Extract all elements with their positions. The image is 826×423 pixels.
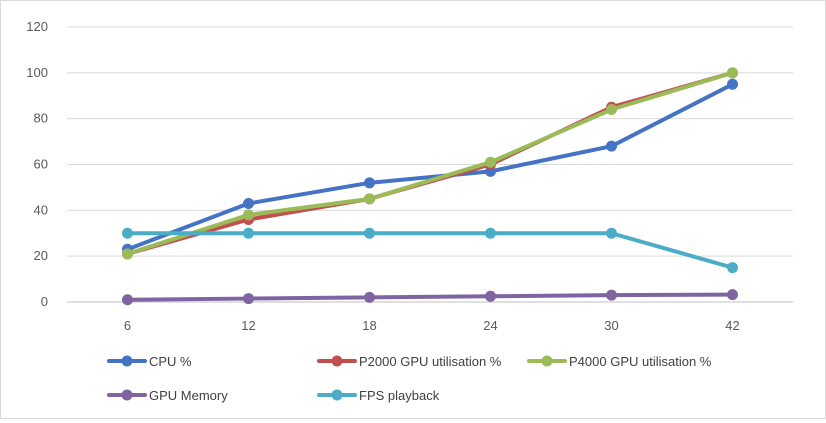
data-point: [606, 227, 617, 239]
series-line: [125, 70, 735, 256]
grid-lines: [67, 26, 793, 303]
series-4: [122, 227, 738, 274]
series-line: [125, 292, 735, 302]
series-group: [122, 67, 738, 306]
data-point: [364, 291, 375, 303]
legend-item: FPS playback: [317, 388, 440, 403]
data-point: [606, 289, 617, 301]
x-tick-label: 18: [362, 318, 376, 333]
data-point: [606, 140, 617, 152]
legend-swatch-marker: [331, 389, 343, 401]
data-point: [122, 227, 133, 239]
data-point: [243, 227, 254, 239]
x-tick-label: 42: [725, 318, 739, 333]
x-tick-label: 6: [124, 318, 131, 333]
legend-label: P4000 GPU utilisation %: [569, 354, 712, 369]
legend: CPU % P2000 GPU utilisation % P4000 GPU ut…: [107, 354, 712, 403]
data-point: [122, 248, 133, 260]
x-tick-label: 24: [483, 318, 497, 333]
legend-swatch-marker: [121, 355, 133, 367]
series-3: [122, 289, 738, 306]
legend-label: FPS playback: [359, 388, 440, 403]
data-point: [485, 156, 496, 168]
y-tick-label: 100: [26, 65, 48, 80]
data-point: [243, 293, 254, 305]
series-line: [125, 82, 735, 252]
data-point: [727, 289, 738, 301]
legend-swatch-marker: [541, 355, 553, 367]
data-point: [727, 262, 738, 274]
data-point: [364, 227, 375, 239]
x-tick-label: 30: [604, 318, 618, 333]
data-point: [727, 67, 738, 79]
data-point: [364, 193, 375, 205]
data-point: [364, 177, 375, 189]
legend-label: CPU %: [149, 354, 192, 369]
legend-label: P2000 GPU utilisation %: [359, 354, 502, 369]
data-point: [606, 104, 617, 115]
legend-item: P4000 GPU utilisation %: [527, 354, 712, 369]
y-tick-label: 0: [41, 294, 48, 309]
x-tick-label: 12: [241, 318, 255, 333]
data-point: [243, 197, 254, 209]
data-point: [122, 294, 133, 306]
y-tick-label: 60: [34, 157, 48, 172]
data-point: [485, 290, 496, 302]
legend-item: GPU Memory: [107, 388, 228, 403]
data-point: [485, 227, 496, 239]
series-1: [122, 67, 738, 260]
legend-label: GPU Memory: [149, 388, 228, 403]
series-2: [122, 67, 738, 260]
legend-item: P2000 GPU utilisation %: [317, 354, 502, 369]
y-tick-label: 120: [26, 19, 48, 34]
y-tick-label: 20: [34, 248, 48, 263]
y-tick-label: 40: [34, 202, 48, 217]
legend-swatch-marker: [331, 355, 343, 367]
y-axis-ticks: 0 20 40 60 80 100 120: [26, 19, 48, 309]
legend-swatch-marker: [121, 389, 133, 401]
data-point: [243, 209, 254, 221]
data-point: [727, 78, 738, 90]
legend-item: CPU %: [107, 354, 192, 369]
series-line: [125, 231, 735, 270]
y-tick-label: 80: [34, 111, 48, 126]
x-axis-ticks: 6 12 18 24 30 42: [124, 318, 740, 333]
